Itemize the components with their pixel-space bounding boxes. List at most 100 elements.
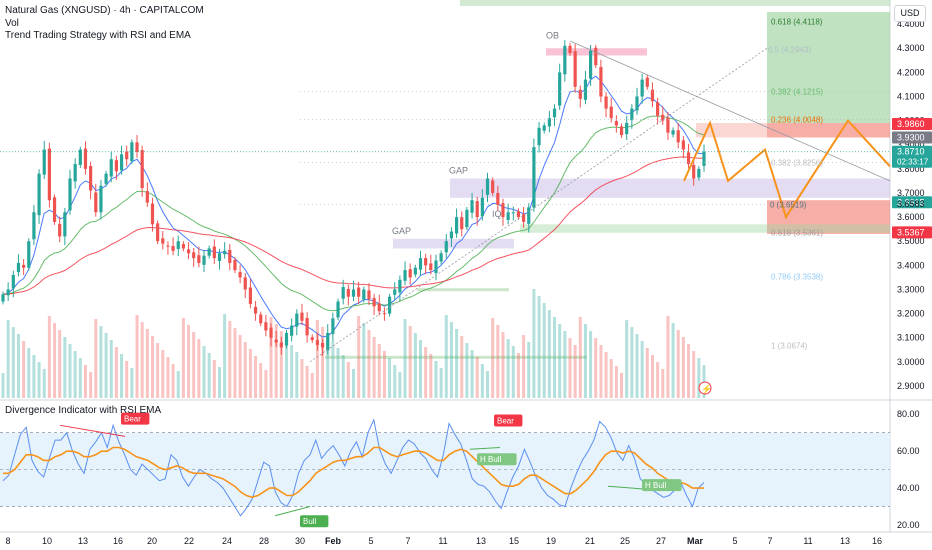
candle: [140, 145, 144, 197]
candle: [686, 143, 691, 169]
time-tick-label: 11: [438, 536, 447, 546]
volume-bar: [254, 356, 258, 398]
fib-diagonal: [309, 47, 768, 363]
candle-body: [460, 217, 464, 230]
candle: [11, 270, 15, 298]
fib-level-label: 0.382 (4.1215): [771, 87, 823, 96]
divergence-label-bg: [121, 412, 150, 425]
candle-body: [594, 47, 598, 66]
price-tick-label: 3.6000: [897, 212, 925, 222]
volume-bar: [537, 296, 541, 398]
candle: [125, 145, 129, 167]
divergence-label: Bear: [121, 412, 150, 425]
candle-body: [630, 108, 634, 121]
price-badge-value: 3.9300: [897, 132, 925, 142]
divergence-label-text: H Bull: [480, 455, 502, 464]
rsi-pane[interactable]: Bear Bull Bear H Bull H Bull 20.00 40.00 60.00 8…: [0, 409, 920, 530]
strategy-legend[interactable]: Trend Trading Strategy with RSI and EMA: [5, 30, 191, 41]
volume-bar: [470, 350, 474, 398]
time-tick-label: 24: [222, 536, 232, 546]
volume-bar: [264, 370, 268, 398]
candle-body: [521, 214, 526, 222]
price-axis[interactable]: 2.9000 3.0000 3.1000 3.2000 3.3000 3.4000 3.50…: [892, 19, 932, 391]
candle-body: [403, 270, 407, 281]
volume-bar: [300, 359, 304, 398]
volume-bar: [547, 310, 551, 398]
divergence-label-text: Bear: [497, 416, 514, 425]
candle-body: [686, 152, 691, 165]
candle-body: [357, 287, 361, 297]
hbull-divergence-line: [469, 446, 501, 450]
candle: [460, 211, 464, 237]
volume-bar: [212, 360, 216, 398]
candle: [475, 196, 479, 226]
candle: [192, 247, 196, 267]
candle-body: [68, 178, 72, 211]
candle-body: [78, 149, 82, 165]
time-tick-label: 19: [546, 536, 556, 546]
candle-body: [552, 108, 557, 118]
candle: [269, 323, 273, 347]
candle-body: [212, 246, 216, 259]
indicator-legend[interactable]: Divergence Indicator with RSI EMA: [5, 405, 162, 416]
candle: [284, 329, 289, 349]
volume-bar: [63, 337, 67, 398]
candle-body: [217, 253, 222, 261]
candle-body: [408, 269, 412, 278]
candle-body: [589, 50, 593, 79]
candle-body: [351, 289, 356, 297]
volume-bar: [650, 355, 654, 398]
price-tick-label: 4.4000: [897, 19, 925, 29]
volume-bar: [522, 335, 526, 398]
candle-body: [130, 142, 134, 162]
volume-bar: [475, 357, 479, 398]
currency-selector[interactable]: USD: [894, 5, 926, 22]
divergence-label-text: H Bull: [645, 481, 667, 490]
volume-bar: [99, 326, 103, 398]
candle: [382, 307, 387, 321]
candle-body: [614, 121, 618, 126]
candle: [681, 136, 685, 159]
volume-legend[interactable]: Vol: [5, 18, 19, 29]
candle: [166, 241, 170, 255]
candle: [99, 179, 103, 220]
chart-overlays: 0.618 (4.4118) 0.382 (4.1215) 0.236 (4.004…: [0, 17, 891, 395]
candle: [130, 139, 134, 165]
volume-bar: [223, 314, 227, 398]
candle: [542, 122, 546, 134]
candle-body: [434, 260, 438, 274]
time-tick-label: 20: [147, 536, 157, 546]
candle-body: [161, 238, 165, 244]
volume-bar: [532, 289, 536, 398]
volume-bar: [382, 351, 386, 398]
candle: [351, 280, 356, 302]
candles[interactable]: [1, 40, 706, 357]
candle: [310, 334, 314, 344]
candle-body: [290, 325, 294, 336]
symbol-title[interactable]: Natural Gas (XNGUSD) · 4h · CAPITALCOM: [5, 5, 204, 16]
fib-level-label: 0 (3.6519): [770, 201, 807, 210]
volume-bar: [645, 348, 649, 398]
price-tick-label: 3.5000: [897, 236, 925, 246]
candle: [625, 115, 629, 140]
candle: [109, 151, 113, 183]
candle: [228, 244, 232, 271]
volume-bar: [676, 330, 680, 398]
volume-bar: [192, 332, 196, 398]
candle: [661, 106, 665, 125]
time-axis[interactable]: 8 10 13 16 20 22 24 28 30 Feb 5 7 11 13 15 19 21 25 27 Mar 5…: [5, 536, 882, 546]
event-marker-icon: [698, 381, 712, 395]
candle-body: [202, 255, 206, 265]
volume-bar: [449, 322, 453, 398]
candle-body: [109, 159, 113, 177]
candle-body: [94, 192, 98, 213]
volume-bar: [78, 358, 82, 398]
candle: [403, 261, 407, 286]
candle-body: [563, 45, 567, 75]
candle-body: [650, 89, 655, 102]
candle-body: [424, 258, 428, 266]
candle: [465, 206, 469, 231]
candle: [223, 242, 227, 259]
